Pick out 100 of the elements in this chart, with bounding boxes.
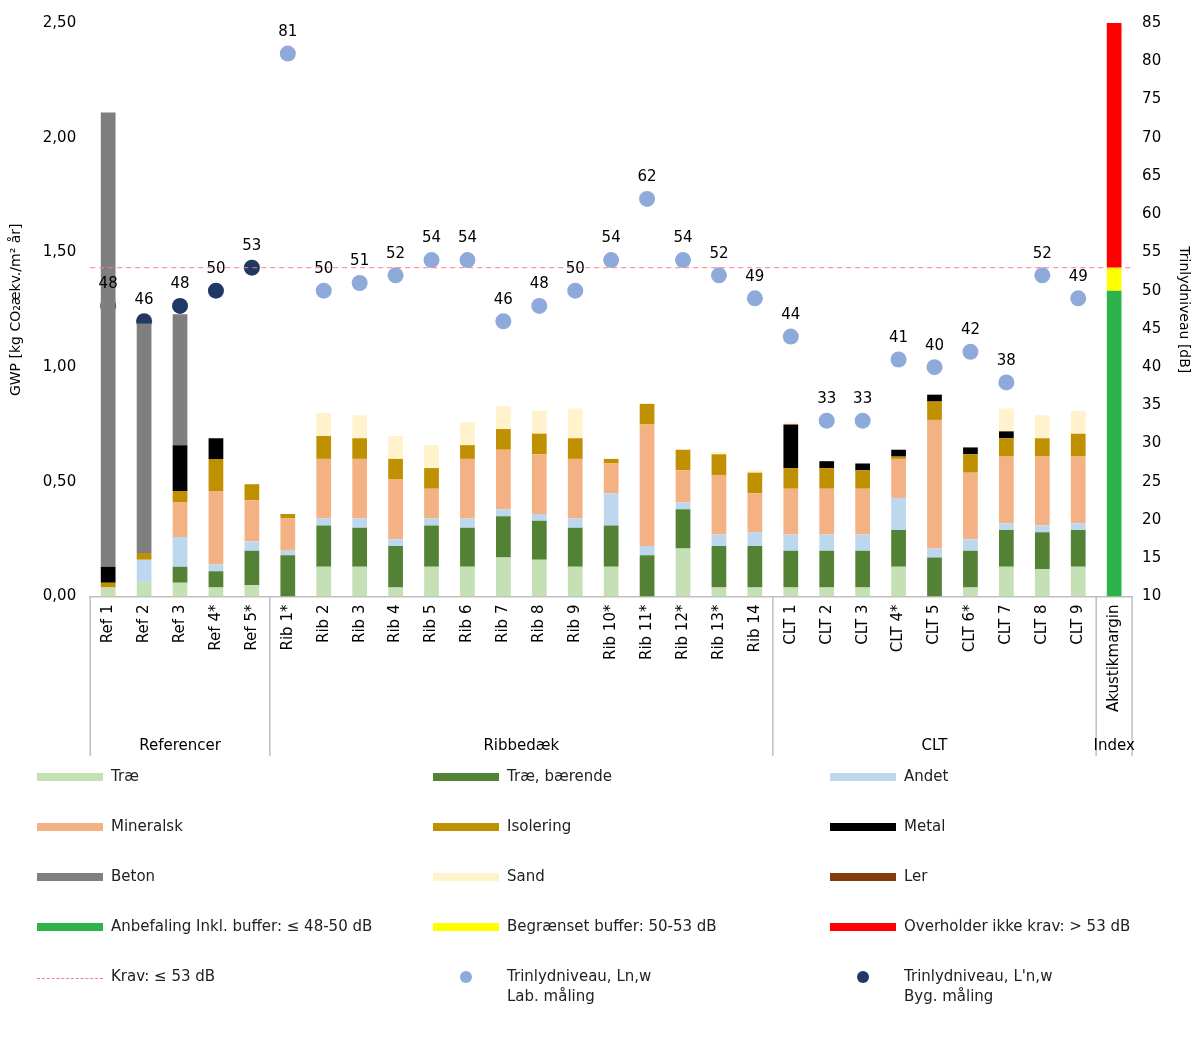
- bar: [567, 566, 583, 597]
- text: Referencer: [139, 736, 222, 755]
- bar: [927, 394, 942, 402]
- bar: [567, 527, 583, 567]
- point: [854, 412, 871, 429]
- data-label: 50: [206, 259, 226, 278]
- bar: [172, 502, 188, 537]
- bar: [460, 518, 475, 528]
- bar: [531, 410, 547, 434]
- bar: [1034, 532, 1050, 570]
- bar: [711, 587, 727, 597]
- bar: [963, 587, 978, 597]
- bar: [639, 403, 655, 425]
- y2-axis-title: Trinlydniveau [dB]: [1176, 245, 1193, 374]
- y2-tick-label: 20: [1142, 509, 1162, 528]
- bar: [1070, 530, 1086, 567]
- point: [243, 259, 260, 276]
- bar: [675, 470, 691, 503]
- point: [567, 282, 584, 299]
- bar: [352, 566, 368, 597]
- bar: [352, 458, 368, 519]
- bar: [963, 454, 978, 473]
- x-tick-label: Rib 8: [529, 604, 548, 643]
- point: [279, 45, 296, 62]
- data-label: 33: [817, 389, 837, 408]
- bar: [783, 550, 799, 588]
- bar: [460, 422, 475, 446]
- data-label: 52: [1032, 243, 1052, 262]
- bar: [136, 552, 152, 560]
- point: [782, 328, 799, 345]
- bar: [1034, 456, 1050, 526]
- bar: [675, 449, 691, 471]
- point: [423, 252, 440, 269]
- legend-label: Metal: [904, 816, 946, 836]
- bar: [244, 541, 260, 551]
- x-tick-label: CLT 5: [924, 604, 943, 645]
- bar: [388, 539, 403, 547]
- x-tick-label: Rib 13*: [708, 604, 727, 661]
- bar: [531, 433, 547, 455]
- bar: [100, 566, 116, 583]
- bar: [963, 539, 978, 551]
- point: [710, 267, 727, 284]
- legend-label: Trinlydniveau, L'n,w Byg. måling: [904, 966, 1053, 1006]
- bar: [747, 587, 763, 597]
- bar: [927, 548, 942, 558]
- x-tick-label: CLT 3: [852, 604, 871, 645]
- y-tick-label: 1,00: [42, 357, 77, 376]
- bar: [819, 534, 835, 551]
- text: Ribbedæk: [483, 736, 560, 755]
- point: [818, 412, 835, 429]
- point: [639, 190, 656, 207]
- legend-label: Mineralsk: [111, 816, 183, 836]
- legend-label: Anbefaling Inkl. buffer: ≤ 48-50 dB: [111, 916, 373, 936]
- x-tick-label: Rib 12*: [672, 604, 691, 661]
- bar: [100, 587, 116, 597]
- y-tick-label: 1,50: [42, 242, 77, 261]
- x-tick-label: Rib 11*: [636, 604, 655, 661]
- data-label: 38: [996, 350, 1016, 369]
- legend-label: Andet: [904, 766, 949, 786]
- bar: [1070, 433, 1086, 457]
- x-tick-label: Rib 3: [349, 604, 368, 643]
- bar: [460, 566, 475, 597]
- bar: [280, 518, 296, 551]
- bar: [1070, 566, 1086, 597]
- bar: [783, 488, 799, 535]
- bar: [316, 566, 332, 597]
- bar: [208, 438, 224, 459]
- bar: [352, 415, 368, 439]
- bar: [891, 458, 906, 498]
- bar: [783, 587, 799, 597]
- bar: [927, 401, 942, 420]
- bar: [316, 458, 332, 519]
- bar: [208, 491, 224, 565]
- data-label: 44: [781, 304, 801, 323]
- bar: [531, 520, 547, 560]
- data-label: 52: [386, 243, 406, 262]
- bar: [567, 458, 583, 519]
- x-tick-label: CLT 7: [996, 604, 1015, 645]
- bar: [136, 559, 152, 583]
- point: [746, 290, 763, 307]
- data-label: 48: [529, 274, 549, 293]
- bar: [208, 587, 224, 597]
- bar: [999, 566, 1014, 597]
- bar: [963, 447, 978, 455]
- bar: [639, 424, 655, 547]
- data-label: 54: [601, 228, 621, 247]
- bar: [855, 463, 871, 471]
- point: [387, 267, 404, 284]
- bar: [244, 500, 260, 542]
- legend-label: Ler: [904, 866, 928, 886]
- x-tick-label: Ref 2: [133, 604, 152, 644]
- bar: [747, 532, 763, 547]
- bar: [567, 408, 583, 439]
- y-tick-label: 2,50: [42, 12, 77, 31]
- bar: [1034, 569, 1050, 597]
- bar: [783, 468, 799, 489]
- bar: [424, 566, 439, 597]
- bar: [999, 523, 1014, 531]
- x-tick-label: CLT 8: [1032, 604, 1051, 645]
- legend-label: Beton: [111, 866, 156, 886]
